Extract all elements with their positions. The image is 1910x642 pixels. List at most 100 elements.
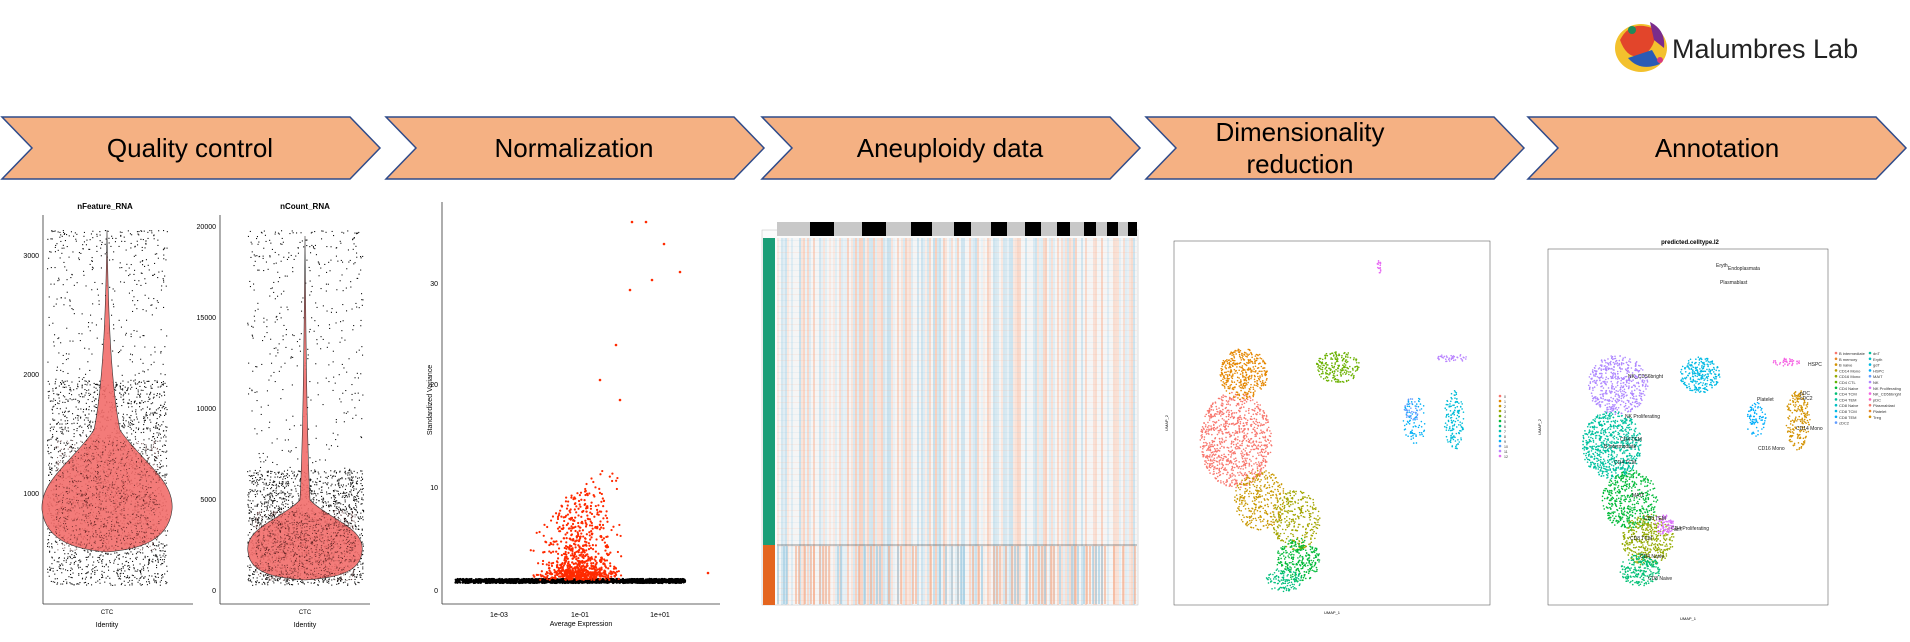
qc-right-ytick: 0 bbox=[212, 588, 216, 595]
pipeline-arrow-1 bbox=[0, 116, 382, 180]
umap1-legend-label: 7 bbox=[1504, 430, 1506, 434]
annot-cluster-label: CD4 Proliferating bbox=[1671, 526, 1709, 532]
annot-cluster-label: NK_CD56bright bbox=[1628, 374, 1664, 380]
annot-legend-label: CD8 TCM bbox=[1839, 409, 1857, 414]
annot-legend-label: CD14 Mono bbox=[1839, 368, 1861, 373]
qc-ncount-violin-plot: nCount_RNA 20000 15000 10000 5000 0 CTC … bbox=[197, 202, 370, 629]
annot-legend-label: dnT bbox=[1873, 351, 1880, 356]
annot-legend-label: B naive bbox=[1839, 363, 1853, 368]
umap1-legend-label: 3 bbox=[1504, 410, 1506, 414]
norm-ytick: 30 bbox=[430, 281, 438, 288]
umap1-legend-label: 6 bbox=[1504, 425, 1506, 429]
step-aneuploidy-data-label: Aneuploidy data bbox=[856, 133, 1044, 163]
annot-cluster-label: CD4 TCM bbox=[1614, 460, 1636, 466]
annot-cluster-label: Plasmablast bbox=[1720, 280, 1748, 286]
annot-cluster-label: Endoplasmata bbox=[1728, 266, 1760, 272]
annot-legend-label: MAIT bbox=[1873, 374, 1883, 379]
annot-cluster-label: NK Proliferating bbox=[1625, 414, 1660, 420]
annot-cluster-label: CD8 Naive bbox=[1648, 576, 1672, 582]
annot-cluster-label: B intermediate bbox=[1604, 444, 1636, 450]
qc-right-xtick: CTC bbox=[299, 610, 312, 616]
step-normalization-label: Normalization bbox=[494, 133, 654, 163]
annot-legend-label: B memory bbox=[1839, 357, 1857, 362]
qc-right-xlabel: Identity bbox=[294, 622, 317, 629]
umap1-legend-label: 10 bbox=[1504, 445, 1508, 449]
variable-features-scatter-plot: Standardized Variance Average Expression… bbox=[427, 202, 720, 628]
annot-cluster-label: HSPC bbox=[1808, 362, 1822, 368]
qc-left-xtick: CTC bbox=[101, 610, 114, 616]
annot-legend-label: cDC2 bbox=[1839, 421, 1850, 426]
annotation-umap-plot: predicted.celltype.l2 UMAP_1 UMAP_2 Eryt… bbox=[1537, 240, 1902, 621]
annot-cluster-label: Platelet bbox=[1757, 397, 1774, 403]
annot-legend-label: CD4 Naive bbox=[1839, 386, 1859, 391]
annot-legend-label: Eryth bbox=[1873, 357, 1882, 362]
norm-xtick: 1e-03 bbox=[490, 612, 508, 619]
umap1-legend-label: 5 bbox=[1504, 420, 1506, 424]
annot-cluster-label: pDC bbox=[1800, 391, 1810, 397]
umap1-ylabel: UMAP_2 bbox=[1164, 414, 1169, 431]
umap1-legend-label: 8 bbox=[1504, 435, 1506, 439]
annot-legend-label: CD4 CTL bbox=[1839, 380, 1856, 385]
annot-legend-label: CD16 Mono bbox=[1839, 374, 1861, 379]
lab-logo-text: Malumbres Lab bbox=[1672, 34, 1859, 64]
annot-cluster-label: CD4 TEM bbox=[1620, 437, 1642, 443]
annot-cluster-label: CD4 Naive bbox=[1640, 554, 1664, 560]
umap1-legend-label: 4 bbox=[1504, 415, 1506, 419]
umap1-legend-label: 9 bbox=[1504, 440, 1506, 444]
qc-left-ytick: 2000 bbox=[23, 372, 39, 379]
qc-left-ytick: 1000 bbox=[23, 491, 39, 498]
pipeline-arrow-5 bbox=[1526, 116, 1908, 180]
pipeline-arrow-2 bbox=[384, 116, 766, 180]
qc-right-ytick: 15000 bbox=[197, 315, 217, 322]
annot-legend-label: CD8 TEM bbox=[1839, 415, 1856, 420]
annot-cluster-label: CD16 Mono bbox=[1758, 446, 1785, 452]
step-annotation-label: Annotation bbox=[1654, 133, 1780, 163]
annot-legend-label: CD4 TCM bbox=[1839, 392, 1857, 397]
colorful-globe-logo-icon bbox=[1615, 22, 1667, 72]
aneu-group-bar-1 bbox=[763, 238, 775, 545]
pipeline-arrow-4 bbox=[1144, 116, 1526, 180]
umap1-legend-label: 2 bbox=[1504, 405, 1506, 409]
annot-legend-label: Platelet bbox=[1873, 409, 1887, 414]
annot-cluster-label: dnT bbox=[1674, 527, 1683, 533]
annot-title: predicted.celltype.l2 bbox=[1661, 240, 1719, 246]
qc-nfeature-violin-plot: nFeature_RNA 3000 2000 1000 CTC Identity bbox=[23, 202, 193, 629]
annot-legend-label: NK Proliferating bbox=[1873, 386, 1901, 391]
qc-left-xlabel: Identity bbox=[96, 622, 119, 629]
qc-left-violin bbox=[41, 229, 173, 553]
step-dimensionality-reduction-label: Dimensionality reduction bbox=[1215, 117, 1385, 179]
umap1-legend-label: 11 bbox=[1504, 450, 1508, 454]
annot-xlabel: UMAP_1 bbox=[1680, 616, 1697, 621]
pipeline-arrow-3 bbox=[760, 116, 1142, 180]
annot-legend-label: CD8 Naive bbox=[1839, 403, 1859, 408]
annot-legend-label: CD4 TEM bbox=[1839, 397, 1856, 402]
umap1-legend-label: 1 bbox=[1504, 400, 1506, 404]
qc-left-title: nFeature_RNA bbox=[77, 202, 133, 211]
norm-ylabel: Standardized Variance bbox=[427, 365, 434, 435]
aneu-group-bar-2 bbox=[763, 545, 775, 605]
norm-ytick: 20 bbox=[430, 382, 438, 389]
aneuploidy-heatmap bbox=[761, 222, 1139, 606]
annot-legend-label: HSPC bbox=[1873, 368, 1884, 373]
annot-cluster-label: MAIT bbox=[1632, 493, 1644, 499]
norm-xtick: 1e-01 bbox=[571, 612, 589, 619]
qc-right-ytick: 5000 bbox=[200, 497, 216, 504]
annot-legend-label: Treg bbox=[1873, 415, 1881, 420]
norm-ytick: 0 bbox=[434, 588, 438, 595]
pipeline-arrows bbox=[0, 116, 1908, 180]
annot-cluster-label: cDC2 bbox=[1800, 396, 1813, 402]
annot-legend-label: NK_CD56bright bbox=[1873, 392, 1902, 397]
norm-ytick: 10 bbox=[430, 485, 438, 492]
annot-cluster-label: Eryth bbox=[1716, 263, 1728, 269]
annot-legend-label: pDC bbox=[1873, 397, 1881, 402]
norm-xlabel: Average Expression bbox=[550, 621, 613, 628]
annot-cluster-label: CD14 Mono bbox=[1796, 426, 1823, 432]
qc-left-ytick: 3000 bbox=[23, 253, 39, 260]
qc-right-title: nCount_RNA bbox=[280, 202, 330, 211]
qc-right-ytick: 20000 bbox=[197, 224, 217, 231]
qc-right-ytick: 10000 bbox=[197, 406, 217, 413]
